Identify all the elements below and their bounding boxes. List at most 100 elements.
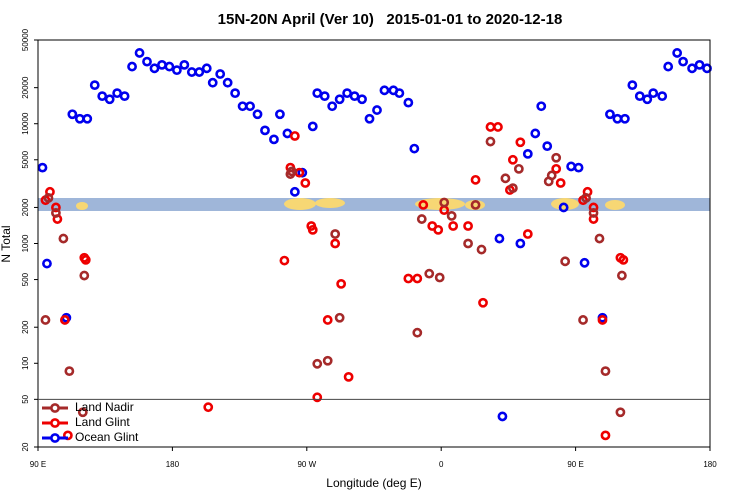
data-point xyxy=(470,200,481,210)
data-point xyxy=(648,88,659,99)
data-point xyxy=(322,315,333,325)
legend-marker xyxy=(50,433,60,443)
data-point xyxy=(403,273,414,284)
data-point xyxy=(403,97,414,108)
data-point xyxy=(179,59,190,70)
data-point xyxy=(312,88,323,99)
data-point xyxy=(51,208,61,218)
data-point xyxy=(245,101,255,112)
data-point xyxy=(497,411,508,422)
data-point xyxy=(357,94,367,105)
data-point xyxy=(74,113,85,124)
data-point xyxy=(566,161,577,172)
data-point xyxy=(312,358,323,369)
data-point xyxy=(59,315,70,325)
data-point xyxy=(694,59,705,70)
data-point xyxy=(334,312,345,323)
data-point xyxy=(289,131,300,141)
data-point xyxy=(203,402,214,413)
data-point xyxy=(312,392,323,403)
data-point xyxy=(186,67,197,77)
data-point xyxy=(500,173,511,184)
data-point xyxy=(51,202,61,213)
data-point xyxy=(507,183,518,194)
data-point xyxy=(560,256,571,267)
data-point xyxy=(463,238,473,249)
data-point xyxy=(627,80,638,91)
y-tick-label: 50000 xyxy=(21,28,30,51)
data-point xyxy=(379,85,390,96)
data-point xyxy=(215,69,226,79)
x-axis-label: Longitude (deg E) xyxy=(326,476,421,490)
data-point xyxy=(134,48,145,58)
x-tick-label: 90 E xyxy=(567,460,583,469)
chart-title: 15N-20N April (Ver 10) 2015-01-01 to 202… xyxy=(218,11,563,28)
x-tick-label: 90 E xyxy=(30,460,46,469)
y-tick-label: 2000 xyxy=(21,198,30,216)
data-point xyxy=(597,315,608,325)
data-point xyxy=(470,174,481,185)
data-point xyxy=(616,270,627,281)
data-point xyxy=(282,128,293,139)
x-tick-label: 0 xyxy=(439,460,444,469)
data-point xyxy=(201,63,212,74)
legend-label: Land Glint xyxy=(75,415,130,429)
x-tick-label: 180 xyxy=(703,460,717,469)
data-point xyxy=(618,254,629,265)
y-axis-label: N Total xyxy=(0,225,13,262)
data-point xyxy=(40,315,51,325)
data-point xyxy=(485,122,496,132)
data-point xyxy=(269,134,279,145)
data-point xyxy=(416,214,427,224)
data-point xyxy=(634,91,645,102)
data-point xyxy=(687,63,697,74)
data-point xyxy=(439,197,450,208)
legend-label: Ocean Glint xyxy=(75,430,139,444)
data-point xyxy=(349,91,360,102)
y-tick-label: 50 xyxy=(21,394,30,403)
data-point xyxy=(322,355,333,366)
data-point xyxy=(493,122,503,132)
data-point xyxy=(546,170,557,181)
data-point xyxy=(252,109,263,120)
data-point xyxy=(494,233,505,244)
y-tick-label: 20 xyxy=(21,442,30,451)
legend-marker xyxy=(50,418,60,428)
data-point xyxy=(478,297,488,308)
data-point xyxy=(207,77,218,88)
data-point xyxy=(581,193,591,203)
data-point xyxy=(434,272,445,283)
data-point xyxy=(522,148,533,159)
data-point xyxy=(573,162,584,173)
data-point xyxy=(522,229,533,239)
data-point xyxy=(80,254,91,265)
data-point xyxy=(334,94,345,105)
plot-frame xyxy=(37,39,711,448)
data-point xyxy=(142,56,152,67)
data-point xyxy=(657,91,668,102)
map-strip xyxy=(38,198,710,211)
data-point xyxy=(394,88,405,99)
data-point xyxy=(463,221,473,231)
data-point xyxy=(579,257,590,268)
data-point xyxy=(300,178,311,188)
data-point xyxy=(615,407,626,418)
data-point xyxy=(485,136,496,147)
data-point xyxy=(58,233,69,244)
data-point xyxy=(289,186,300,197)
data-point xyxy=(588,208,599,218)
data-point xyxy=(279,255,290,266)
data-point xyxy=(119,91,130,102)
data-point xyxy=(542,141,553,152)
data-point xyxy=(555,178,566,188)
plot-area xyxy=(37,48,712,441)
data-point xyxy=(600,366,611,377)
data-point xyxy=(558,202,569,213)
data-point xyxy=(171,65,182,76)
data-point xyxy=(551,163,562,174)
data-point xyxy=(222,77,233,88)
data-point xyxy=(364,113,375,124)
data-point xyxy=(275,109,285,120)
data-point xyxy=(507,154,518,165)
